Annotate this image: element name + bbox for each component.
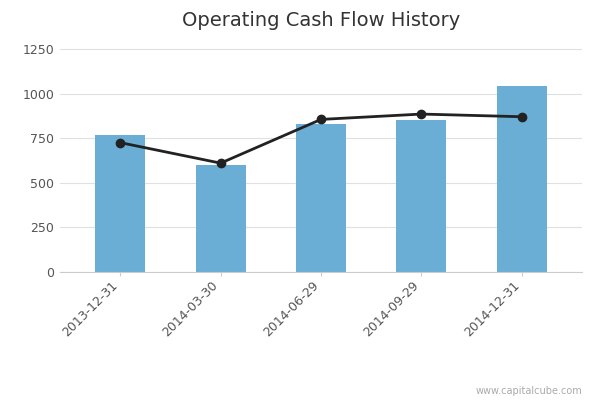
Title: Operating Cash Flow History: Operating Cash Flow History <box>182 11 460 30</box>
Bar <box>396 120 446 272</box>
Bar <box>95 134 145 272</box>
Bar <box>296 124 346 272</box>
Bar <box>497 86 547 272</box>
Bar <box>196 165 246 272</box>
Text: www.capitalcube.com: www.capitalcube.com <box>475 386 582 396</box>
